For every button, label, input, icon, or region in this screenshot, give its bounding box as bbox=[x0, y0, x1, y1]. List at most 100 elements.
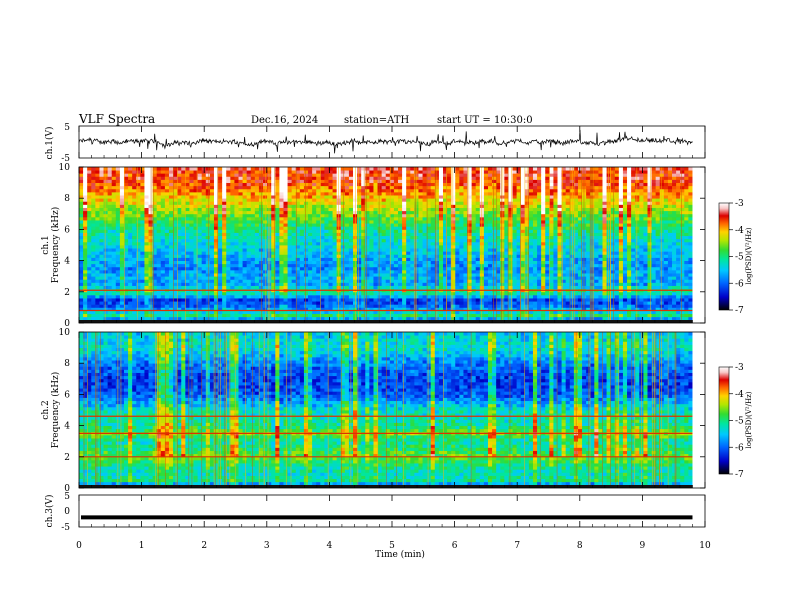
spectrogram-cell bbox=[381, 185, 387, 190]
spectrogram-cell bbox=[209, 213, 215, 218]
spectrogram-cell bbox=[185, 207, 190, 212]
spectrogram-cell bbox=[91, 176, 96, 180]
spectrogram-cell bbox=[430, 238, 436, 243]
spectrogram-cell bbox=[111, 226, 117, 230]
spectrogram-cell bbox=[287, 195, 293, 199]
spectrogram-cell bbox=[250, 195, 256, 199]
spectrogram-cell bbox=[353, 207, 358, 212]
spectrogram-cell bbox=[144, 179, 149, 183]
spectrogram-cell bbox=[152, 195, 158, 199]
spectrogram-cell bbox=[115, 260, 121, 265]
spectrogram-cell bbox=[95, 182, 100, 187]
spectrogram-cell bbox=[414, 223, 419, 227]
spectrogram-cell bbox=[258, 210, 264, 215]
spectrogram-cell bbox=[348, 310, 354, 315]
spectrogram-cell bbox=[287, 266, 293, 271]
spectrogram-cell bbox=[459, 316, 464, 321]
spectrogram-cell bbox=[365, 170, 370, 174]
spectrogram-cell bbox=[111, 291, 117, 296]
spectrogram-cell bbox=[263, 291, 268, 296]
spectrogram-cell bbox=[410, 223, 415, 227]
spectrogram-cell bbox=[451, 204, 456, 208]
spectrogram-cell bbox=[111, 294, 117, 299]
spectrogram-cell bbox=[475, 207, 481, 212]
spectrogram-cell bbox=[230, 298, 235, 302]
spectrogram-cell bbox=[312, 229, 317, 233]
spectrogram-cell bbox=[185, 223, 190, 227]
spectrogram-cell bbox=[103, 182, 109, 187]
spectrogram-cell bbox=[332, 273, 338, 277]
spectrogram-cell bbox=[107, 213, 113, 218]
spectrogram-cell bbox=[303, 245, 309, 249]
spectrogram-cell bbox=[402, 235, 407, 240]
spectrogram-cell bbox=[369, 310, 374, 315]
spectrogram-cell bbox=[279, 188, 284, 193]
spectrogram-cell bbox=[263, 294, 268, 299]
spectrogram-cell bbox=[263, 266, 268, 271]
spectrogram-cell bbox=[107, 188, 113, 193]
spectrogram-cell bbox=[267, 282, 272, 286]
spectrogram-cell bbox=[79, 248, 84, 252]
spectrogram-cell bbox=[234, 279, 239, 283]
spectrogram-cell bbox=[467, 176, 473, 180]
spectrogram-cell bbox=[267, 248, 272, 252]
spectrogram-cell bbox=[361, 266, 366, 271]
spectrogram-cell bbox=[455, 282, 460, 286]
spectrogram-cell bbox=[328, 269, 333, 274]
spectrogram-cell bbox=[438, 316, 444, 321]
spectrogram-cell bbox=[238, 273, 243, 277]
spectrogram-cell bbox=[111, 282, 117, 286]
spectrogram-cell bbox=[402, 220, 407, 224]
spectrogram-cell bbox=[140, 282, 145, 286]
spectrogram-cell bbox=[365, 210, 370, 215]
spectrogram-cell bbox=[279, 251, 284, 255]
spectrogram-cell bbox=[189, 241, 194, 246]
spectrogram-cell bbox=[389, 201, 395, 205]
spectrogram-cell bbox=[402, 273, 407, 277]
spectrogram-cell bbox=[197, 188, 203, 193]
spectrogram-cell bbox=[148, 238, 154, 243]
spectrogram-cell bbox=[222, 204, 227, 208]
spectrogram-cell bbox=[164, 269, 170, 274]
spectrogram-cell bbox=[324, 251, 329, 255]
spectrogram-cell bbox=[471, 223, 477, 227]
spectrogram-cell bbox=[340, 229, 346, 233]
spectrogram-cell bbox=[357, 201, 362, 205]
spectrogram-cell bbox=[275, 279, 280, 283]
spectrogram-cell bbox=[275, 316, 280, 321]
spectrogram-cell bbox=[373, 241, 378, 246]
spectrogram-cell bbox=[381, 254, 387, 258]
spectrogram-cell bbox=[438, 235, 444, 240]
spectrogram-cell bbox=[348, 182, 354, 187]
spectrogram-cell bbox=[144, 254, 149, 258]
spectrogram-cell bbox=[91, 316, 96, 321]
spectrogram-cell bbox=[398, 201, 403, 205]
spectrogram-cell bbox=[316, 257, 321, 261]
spectrogram-cell bbox=[99, 185, 104, 190]
spectrogram-cell bbox=[103, 245, 109, 249]
spectrogram-cell bbox=[381, 291, 387, 296]
spectrogram-cell bbox=[373, 310, 378, 315]
spectrogram-cell bbox=[115, 310, 121, 315]
spectrogram-cell bbox=[119, 316, 125, 321]
spectrogram-cell bbox=[263, 210, 268, 215]
spectrogram-cell bbox=[332, 198, 338, 202]
spectrogram-cell bbox=[197, 207, 203, 212]
spectrogram-cell bbox=[459, 251, 464, 255]
spectrogram-cell bbox=[373, 226, 378, 230]
spectrogram-cell bbox=[398, 301, 403, 305]
spectrogram-cell bbox=[393, 185, 399, 190]
spectrogram-cell bbox=[320, 310, 325, 315]
spectrogram-cell bbox=[111, 188, 117, 193]
spectrogram-cell bbox=[471, 182, 477, 187]
spectrogram-cell bbox=[181, 257, 186, 261]
spectrogram-cell bbox=[483, 251, 489, 255]
spectrogram-cell bbox=[328, 170, 333, 174]
spectrogram-cell bbox=[246, 248, 252, 252]
spectrogram-cell bbox=[463, 170, 468, 174]
spectrogram-cell bbox=[373, 298, 378, 302]
spectrogram-cell bbox=[324, 260, 329, 265]
spectrogram-cell bbox=[459, 198, 464, 202]
spectrogram-cell bbox=[275, 176, 280, 180]
spectrogram-cell bbox=[185, 304, 190, 308]
